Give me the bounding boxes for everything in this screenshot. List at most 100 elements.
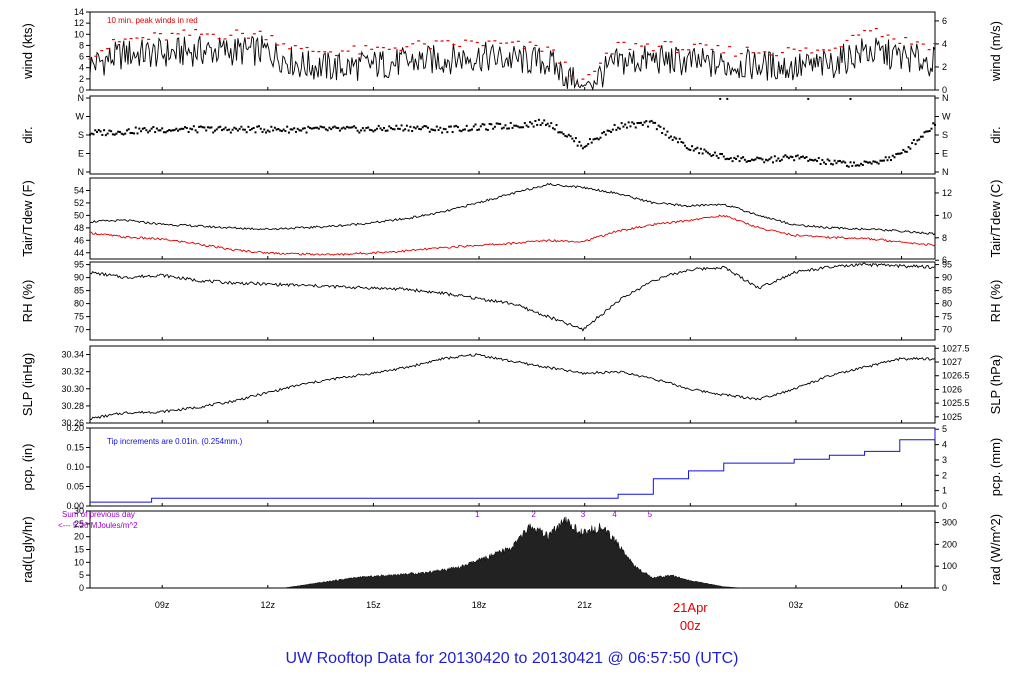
panel-precip: pcp. (in) pcp. (mm) 0.00 0.05 0.10 0.15 0.20 0 1… xyxy=(20,423,1003,511)
direction-point xyxy=(150,127,153,130)
direction-point xyxy=(698,152,701,155)
direction-point xyxy=(506,127,509,130)
x-date-label: 21Apr xyxy=(673,600,708,615)
direction-point xyxy=(520,126,523,129)
direction-point xyxy=(471,128,474,131)
direction-point xyxy=(675,137,678,140)
y-tick-label: N xyxy=(78,93,85,103)
direction-point xyxy=(735,157,738,160)
y-axis-label-right: dir. xyxy=(988,126,1003,143)
direction-point xyxy=(821,159,824,162)
direction-point xyxy=(208,126,211,129)
direction-point xyxy=(749,160,752,163)
direction-point xyxy=(104,134,107,137)
direction-point xyxy=(294,130,297,133)
direction-point xyxy=(916,139,919,142)
y-tick-label: 54 xyxy=(74,185,84,195)
direction-point xyxy=(324,128,327,131)
direction-point xyxy=(636,122,639,125)
direction-point xyxy=(863,160,866,163)
x-tick-label: 12z xyxy=(261,600,276,610)
direction-point xyxy=(731,160,734,163)
direction-point xyxy=(361,127,364,130)
y-axis-label: SLP (inHg) xyxy=(20,353,35,416)
direction-point xyxy=(342,126,345,129)
direction-point xyxy=(199,125,202,128)
direction-point xyxy=(291,128,294,131)
direction-point xyxy=(838,159,841,162)
direction-point xyxy=(499,122,502,125)
direction-point xyxy=(155,127,158,130)
direction-point xyxy=(273,126,276,129)
direction-point xyxy=(701,152,704,155)
direction-point xyxy=(921,135,924,138)
direction-point xyxy=(266,129,269,132)
direction-point xyxy=(222,128,225,131)
direction-point xyxy=(250,127,253,130)
y-tick-label: 2 xyxy=(79,74,84,84)
direction-point xyxy=(418,127,421,130)
y-tick-label: 10 xyxy=(74,557,84,567)
direction-point xyxy=(525,124,528,127)
direction-point xyxy=(759,157,762,160)
direction-point xyxy=(94,129,97,132)
direction-point xyxy=(812,159,815,162)
direction-point xyxy=(553,128,556,131)
direction-point xyxy=(719,152,722,155)
direction-point xyxy=(870,162,873,165)
direction-point xyxy=(432,128,435,131)
direction-point xyxy=(840,161,843,164)
direction-point xyxy=(384,129,387,132)
y-tick-label-right: 1 xyxy=(942,486,947,496)
direction-point xyxy=(768,158,771,161)
y-tick-label-right: 200 xyxy=(942,539,957,549)
direction-point xyxy=(374,129,377,132)
direction-point xyxy=(849,97,852,100)
direction-point xyxy=(493,125,496,128)
direction-point xyxy=(640,121,643,124)
direction-point xyxy=(247,125,250,128)
direction-point xyxy=(303,127,306,130)
direction-point xyxy=(323,126,326,129)
direction-point xyxy=(309,126,312,129)
direction-point xyxy=(331,126,334,129)
direction-point xyxy=(794,155,797,158)
direction-point xyxy=(161,127,164,130)
direction-point xyxy=(365,126,368,129)
y-tick-label-right: 8 xyxy=(942,233,947,243)
direction-point xyxy=(152,126,155,129)
direction-point xyxy=(823,161,826,164)
direction-point xyxy=(638,122,641,125)
direction-point xyxy=(92,133,95,136)
direction-point xyxy=(868,161,871,164)
direction-point xyxy=(178,128,181,131)
direction-point xyxy=(889,159,892,162)
direction-point xyxy=(185,127,188,130)
y-tick-label: 80 xyxy=(74,299,84,309)
direction-point xyxy=(486,128,489,131)
temperature-line-tair xyxy=(89,182,936,236)
y-tick-label-right: 1026.5 xyxy=(942,371,970,381)
direction-point xyxy=(330,128,333,131)
direction-point xyxy=(685,147,688,150)
direction-point xyxy=(300,129,303,132)
direction-point xyxy=(377,124,380,127)
direction-point xyxy=(210,126,213,129)
radiation-hour-marker: 1 xyxy=(475,510,480,519)
direction-point xyxy=(338,129,341,132)
direction-point xyxy=(634,126,637,129)
direction-point xyxy=(877,162,880,165)
y-tick-label: 48 xyxy=(74,223,84,233)
direction-point xyxy=(393,128,396,131)
y-tick-label-right: 100 xyxy=(942,561,957,571)
direction-point xyxy=(824,163,827,166)
direction-point xyxy=(467,129,470,132)
direction-point xyxy=(770,156,773,159)
y-tick-label: 12 xyxy=(74,18,84,28)
direction-point xyxy=(430,128,433,131)
direction-point xyxy=(780,158,783,161)
direction-point xyxy=(782,155,785,158)
direction-point xyxy=(861,164,864,167)
direction-point xyxy=(682,141,685,144)
y-tick-label: 10 xyxy=(74,29,84,39)
